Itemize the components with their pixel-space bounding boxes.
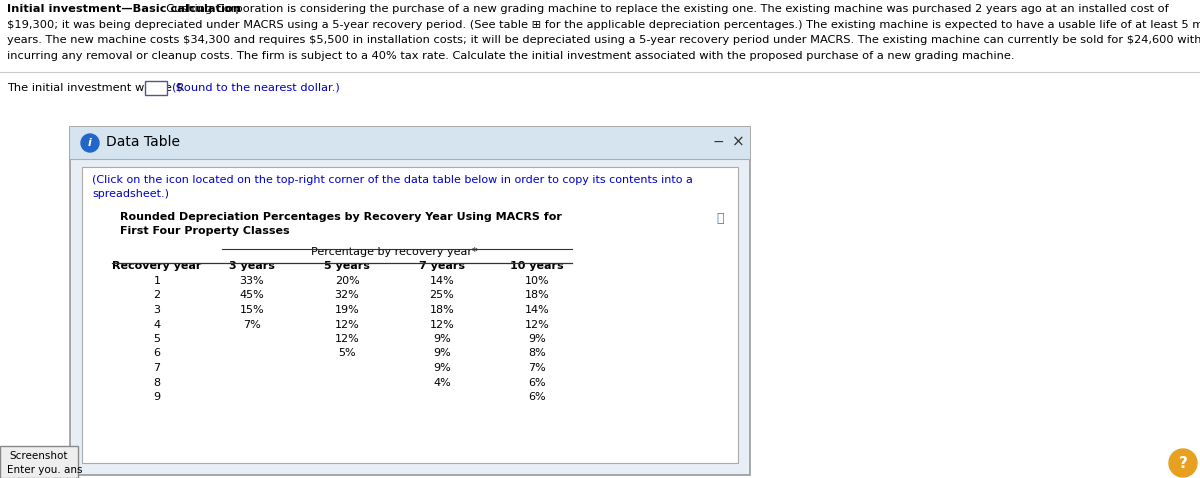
Text: i: i (88, 138, 92, 148)
Text: 18%: 18% (524, 291, 550, 301)
Text: 12%: 12% (335, 319, 359, 329)
Text: ⎘: ⎘ (716, 212, 724, 225)
Text: 7%: 7% (528, 363, 546, 373)
Text: 10 years: 10 years (510, 261, 564, 271)
Text: Rounded Depreciation Percentages by Recovery Year Using MACRS for: Rounded Depreciation Percentages by Reco… (120, 212, 562, 222)
Text: 7: 7 (154, 363, 161, 373)
Text: 12%: 12% (335, 334, 359, 344)
Text: The initial investment will be $: The initial investment will be $ (7, 82, 182, 92)
Text: 7 years: 7 years (419, 261, 466, 271)
Text: −: − (712, 135, 724, 149)
Text: incurring any removal or cleanup costs. The firm is subject to a 40% tax rate. C: incurring any removal or cleanup costs. … (7, 51, 1014, 61)
Text: ?: ? (1178, 456, 1188, 470)
Text: Cushing Corporation is considering the purchase of a new grading machine to repl: Cushing Corporation is considering the p… (158, 4, 1169, 14)
Text: 9%: 9% (528, 334, 546, 344)
Text: 5%: 5% (338, 348, 356, 358)
Text: First Four Property Classes: First Four Property Classes (120, 226, 289, 236)
Text: $19,300; it was being depreciated under MACRS using a 5-year recovery period. (S: $19,300; it was being depreciated under … (7, 20, 1200, 30)
Text: 9: 9 (154, 392, 161, 402)
Text: 33%: 33% (240, 276, 264, 286)
Text: 45%: 45% (240, 291, 264, 301)
Text: Screenshot: Screenshot (10, 451, 68, 461)
Text: 9%: 9% (433, 334, 451, 344)
Text: 5 years: 5 years (324, 261, 370, 271)
Text: 9%: 9% (433, 348, 451, 358)
Text: 4: 4 (154, 319, 161, 329)
Circle shape (1169, 449, 1198, 477)
Text: 20%: 20% (335, 276, 359, 286)
Text: 5: 5 (154, 334, 161, 344)
Text: 19%: 19% (335, 305, 359, 315)
Text: 2: 2 (154, 291, 161, 301)
Text: Enter you. ans: Enter you. ans (7, 465, 83, 475)
Bar (70, 127, 750, 159)
Text: 4%: 4% (433, 378, 451, 388)
Text: ×: × (732, 134, 744, 150)
Bar (0, 446, 78, 478)
Text: 3: 3 (154, 305, 161, 315)
Text: 1: 1 (154, 276, 161, 286)
Text: spreadsheet.): spreadsheet.) (92, 188, 169, 198)
Text: 14%: 14% (524, 305, 550, 315)
Text: 10%: 10% (524, 276, 550, 286)
Text: 18%: 18% (430, 305, 455, 315)
Text: 12%: 12% (430, 319, 455, 329)
Text: 12%: 12% (524, 319, 550, 329)
Text: Recovery year: Recovery year (113, 261, 202, 271)
Text: Percentage by recovery year*: Percentage by recovery year* (311, 247, 478, 257)
Text: years. The new machine costs $34,300 and requires $5,500 in installation costs; : years. The new machine costs $34,300 and… (7, 35, 1200, 45)
Text: 6: 6 (154, 348, 161, 358)
Text: 6%: 6% (528, 378, 546, 388)
Text: 9%: 9% (433, 363, 451, 373)
Text: 25%: 25% (430, 291, 455, 301)
Text: (Click on the icon located on the top-right corner of the data table below in or: (Click on the icon located on the top-ri… (92, 175, 692, 185)
Text: 6%: 6% (528, 392, 546, 402)
Text: (Round to the nearest dollar.): (Round to the nearest dollar.) (172, 82, 340, 92)
Text: Data Table: Data Table (106, 135, 180, 149)
Circle shape (82, 134, 98, 152)
Text: 8: 8 (154, 378, 161, 388)
Text: 14%: 14% (430, 276, 455, 286)
Bar (145, 81, 167, 95)
Bar (70, 127, 750, 475)
Text: Initial investment—Basic calculation: Initial investment—Basic calculation (7, 4, 241, 14)
Text: 15%: 15% (240, 305, 264, 315)
Text: 7%: 7% (244, 319, 260, 329)
Bar (82, 167, 738, 463)
Text: 32%: 32% (335, 291, 359, 301)
Text: 3 years: 3 years (229, 261, 275, 271)
Text: 8%: 8% (528, 348, 546, 358)
